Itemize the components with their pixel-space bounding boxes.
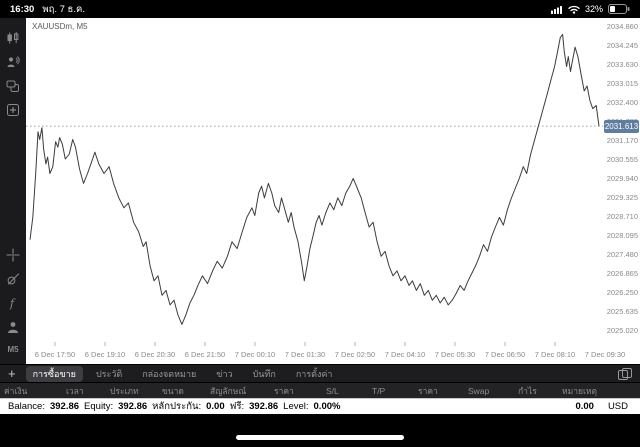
account-summary-bar: Balance: 392.86 Equity: 392.86 หลักประกัน: 0.… bbox=[0, 398, 640, 414]
status-bar: 16:30 พฤ. 7 ธ.ค. 32% bbox=[0, 0, 640, 18]
tab-item[interactable]: ข่าว bbox=[216, 368, 233, 379]
time-axis: 6 Dec 17:50 6 Dec 19:10 6 Dec 20:30 6 Dec 2… bbox=[26, 346, 625, 364]
x-axis-label: 7 Dec 02:50 bbox=[334, 350, 376, 359]
tab-item[interactable]: ประวัติ bbox=[95, 368, 123, 379]
battery-icon bbox=[608, 4, 630, 14]
total-profit: 0.00 bbox=[575, 401, 594, 412]
clock: 16:30 bbox=[10, 3, 35, 15]
column-header[interactable]: หมายเหตุ bbox=[562, 385, 597, 396]
metric-label: Level: bbox=[283, 401, 309, 412]
trade-table-header: ค่าเงิน เวลา ประเภท ขนาด สัญลักษณ์ ราคา S/L T/P… bbox=[0, 382, 640, 398]
tab-item[interactable]: การตั้งค่า bbox=[295, 368, 333, 379]
x-axis-label: 7 Dec 05:30 bbox=[434, 350, 476, 359]
x-axis-label: 6 Dec 17:50 bbox=[34, 350, 76, 359]
price-polyline bbox=[29, 33, 600, 325]
status-indicators: 32% bbox=[550, 4, 630, 14]
new-order-plus-icon[interactable]: + bbox=[8, 366, 16, 381]
account-currency: USD bbox=[607, 401, 628, 412]
bottom-strip bbox=[0, 414, 640, 447]
x-axis-label: 6 Dec 19:10 bbox=[84, 350, 126, 359]
cellular-signal-icon bbox=[550, 5, 563, 14]
column-header[interactable]: เวลา bbox=[66, 385, 84, 396]
y-axis-label: 2025.635 bbox=[606, 306, 638, 316]
bar-chart-icon[interactable] bbox=[5, 30, 21, 46]
account-metrics: Balance: 392.86 Equity: 392.86 หลักประกัน: 0.… bbox=[8, 399, 340, 414]
status-date: พฤ. 7 ธ.ค. bbox=[42, 3, 85, 15]
column-header[interactable]: S/L bbox=[326, 385, 339, 396]
price-scale: 2031.613 2034.860 2034.245 2033.630 2033.01… bbox=[603, 18, 640, 346]
left-toolbar: f M5 bbox=[0, 18, 26, 364]
column-header[interactable]: ราคา bbox=[418, 385, 438, 396]
tab-list: การซื้อขาย ประวัติ กล่องจดหมาย ข่าว บันทึก กา… bbox=[25, 365, 340, 382]
column-header[interactable]: ขนาด bbox=[162, 385, 184, 396]
y-axis-label: 2033.630 bbox=[606, 59, 638, 69]
metric-value: 392.86 bbox=[49, 401, 80, 412]
x-axis-label: 6 Dec 21:50 bbox=[184, 350, 226, 359]
main-area: f M5 XAUUSDm, M5 2031.613 2034.860 2034.2… bbox=[0, 18, 640, 364]
metric-label: Equity: bbox=[84, 401, 114, 412]
column-header[interactable]: Swap bbox=[468, 385, 490, 396]
home-indicator[interactable] bbox=[236, 435, 404, 440]
column-header[interactable]: ค่าเงิน bbox=[4, 385, 28, 396]
metric-value: 0.00 bbox=[206, 401, 225, 412]
profile-icon[interactable] bbox=[5, 319, 21, 335]
y-axis-label: 2025.020 bbox=[606, 325, 638, 335]
metric-value: 392.86 bbox=[249, 401, 279, 412]
chart-area[interactable]: XAUUSDm, M5 2031.613 2034.860 2034.245 203… bbox=[26, 18, 640, 364]
y-axis-label: 2029.940 bbox=[606, 173, 638, 183]
y-axis-label: 2031.170 bbox=[606, 135, 638, 145]
chat-icon[interactable] bbox=[5, 78, 21, 94]
metric-label: ฟรี: bbox=[229, 401, 245, 412]
price-line-svg bbox=[26, 33, 603, 346]
metric-value: 392.86 bbox=[118, 401, 148, 412]
y-axis-label: 2034.860 bbox=[606, 21, 638, 31]
tab-item[interactable]: บันทึก bbox=[252, 368, 276, 379]
crosshair-icon[interactable] bbox=[5, 247, 21, 263]
metric-label: Balance: bbox=[8, 401, 45, 412]
account-totals: 0.00 USD bbox=[575, 401, 632, 412]
metric-value: 0.00% bbox=[313, 401, 341, 412]
column-header[interactable]: สัญลักษณ์ bbox=[210, 385, 247, 396]
objects-icon[interactable] bbox=[5, 271, 21, 287]
x-axis-label: 7 Dec 09:30 bbox=[584, 350, 626, 359]
x-axis-label: 7 Dec 06:50 bbox=[484, 350, 526, 359]
chart-symbol-label: XAUUSDm, M5 bbox=[32, 22, 88, 31]
y-axis-label: 2026.250 bbox=[606, 287, 638, 297]
panels-icon[interactable] bbox=[618, 367, 632, 380]
tab-item[interactable]: การซื้อขาย bbox=[25, 365, 83, 382]
tab-item[interactable]: กล่องจดหมาย bbox=[142, 368, 197, 379]
x-axis-label: 6 Dec 20:30 bbox=[134, 350, 176, 359]
wifi-icon bbox=[568, 5, 580, 14]
y-axis-label: 2028.095 bbox=[606, 230, 638, 240]
y-axis-label: 2026.865 bbox=[606, 268, 638, 278]
column-header[interactable]: กำไร bbox=[518, 385, 537, 396]
broadcast-user-icon[interactable] bbox=[5, 54, 21, 70]
column-header[interactable]: ประเภท bbox=[110, 385, 139, 396]
metric-label: หลักประกัน: bbox=[152, 401, 202, 412]
y-axis-label: 2027.480 bbox=[606, 249, 638, 259]
timeframe-button[interactable]: M5 bbox=[7, 345, 19, 354]
column-header[interactable]: T/P bbox=[372, 385, 386, 396]
y-axis-label: 2032.400 bbox=[606, 97, 638, 107]
y-axis-label: 2030.555 bbox=[606, 154, 638, 164]
y-axis-label: 2028.710 bbox=[606, 211, 638, 221]
x-axis-label: 7 Dec 04:10 bbox=[384, 350, 426, 359]
svg-text:f: f bbox=[9, 297, 16, 310]
current-price-tag: 2031.613 bbox=[604, 119, 639, 133]
x-axis-label: 7 Dec 08:10 bbox=[534, 350, 576, 359]
y-axis-label: 2034.245 bbox=[606, 40, 638, 50]
column-header[interactable]: ราคา bbox=[274, 385, 294, 396]
battery-percent: 32% bbox=[584, 4, 603, 14]
bottom-tab-bar: + การซื้อขาย ประวัติ กล่องจดหมาย ข่าว บันทึก… bbox=[0, 364, 640, 382]
indicators-icon[interactable]: f bbox=[5, 295, 21, 311]
y-axis-label: 2029.325 bbox=[606, 192, 638, 202]
x-axis-label: 7 Dec 00:10 bbox=[234, 350, 276, 359]
x-axis-label: 7 Dec 01:30 bbox=[284, 350, 326, 359]
y-axis-label: 2033.015 bbox=[606, 78, 638, 88]
add-window-icon[interactable] bbox=[5, 102, 21, 118]
